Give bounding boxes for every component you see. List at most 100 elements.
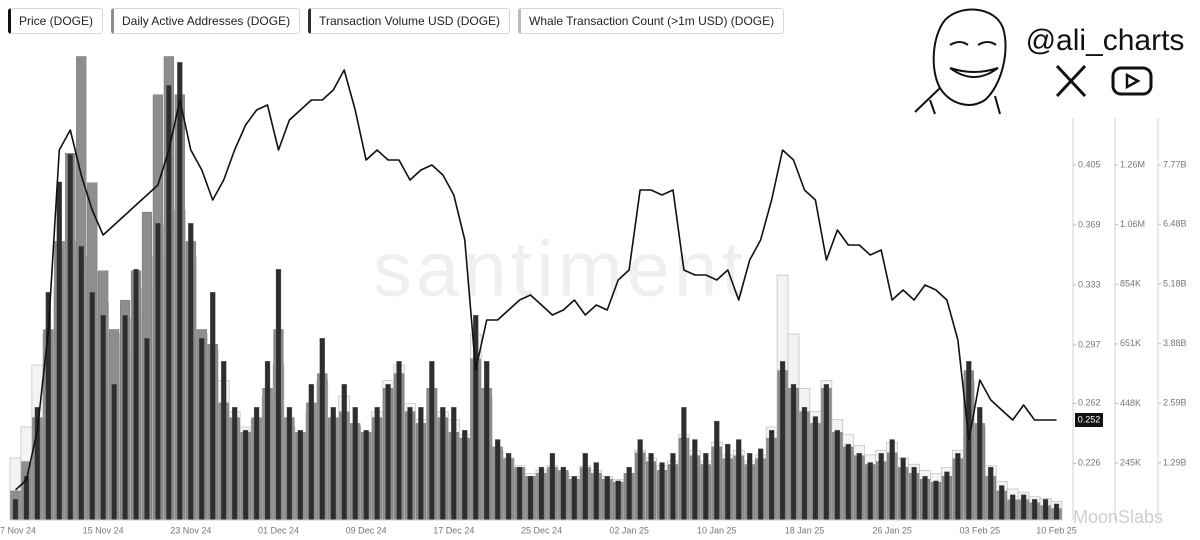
bar <box>418 407 424 521</box>
x-tick-label: 07 Nov 24 <box>0 525 36 535</box>
bar <box>714 420 720 521</box>
bar <box>582 453 588 521</box>
x-logo <box>1055 64 1087 98</box>
bar <box>659 462 665 521</box>
bar <box>407 407 413 521</box>
bar <box>999 485 1005 521</box>
bar <box>286 407 293 521</box>
bar <box>516 466 523 521</box>
y-tick-label: 0.405 <box>1078 159 1101 169</box>
legend-item[interactable]: Transaction Volume USD (DOGE) <box>308 8 511 34</box>
legend-item[interactable]: Daily Active Addresses (DOGE) <box>111 8 301 34</box>
y-tick-label: 1.29B <box>1163 457 1187 467</box>
bar <box>670 453 676 521</box>
bar <box>615 480 621 521</box>
x-tick-label: 10 Feb 25 <box>1036 525 1077 535</box>
y-tick-label: 1.26M <box>1120 159 1145 169</box>
legend-item[interactable]: Whale Transaction Count (>1m USD) (DOGE) <box>518 8 785 34</box>
bar <box>812 416 819 521</box>
bar <box>944 471 950 521</box>
last-value-box <box>1075 413 1103 427</box>
x-tick-label: 10 Jan 25 <box>697 525 737 535</box>
bar <box>692 439 698 521</box>
bar <box>221 361 227 521</box>
bar <box>856 453 862 521</box>
y-tick-label: 7.77B <box>1163 159 1187 169</box>
bar <box>440 407 446 521</box>
bar <box>1042 499 1049 521</box>
bar <box>878 453 884 521</box>
bar <box>725 443 731 521</box>
bar <box>648 453 654 521</box>
y-tick-label: 0.369 <box>1078 219 1101 229</box>
bar <box>703 453 709 521</box>
x-tick-label: 09 Dec 24 <box>346 525 387 535</box>
y-tick-label: 1.06M <box>1120 219 1145 229</box>
bar <box>144 338 150 521</box>
bar <box>1010 494 1016 521</box>
y-tick-label: 245K <box>1120 457 1141 467</box>
bar <box>484 361 490 521</box>
bar <box>429 361 435 521</box>
bar <box>560 466 567 521</box>
bar <box>330 407 336 521</box>
x-tick-label: 17 Dec 24 <box>433 525 474 535</box>
legend: Price (DOGE) Daily Active Addresses (DOGE… <box>8 8 785 34</box>
bar <box>396 361 402 521</box>
bar <box>23 476 30 521</box>
y-tick-label: 448K <box>1120 398 1141 408</box>
bar <box>604 476 610 521</box>
y-tick-label: 0.333 <box>1078 279 1101 289</box>
bar <box>78 246 84 521</box>
y-tick-label: 6.48B <box>1163 219 1187 229</box>
source-watermark: MoonSlabs <box>1073 507 1163 527</box>
y-tick-label: 3.88B <box>1163 338 1187 348</box>
youtube-logo <box>1111 66 1153 96</box>
credit: @ali_charts <box>1026 24 1185 57</box>
bar <box>232 407 238 521</box>
bar <box>889 439 895 521</box>
y-tick-label: 0.226 <box>1078 458 1101 468</box>
bar <box>900 457 906 521</box>
bar <box>845 443 851 521</box>
bar <box>736 439 742 521</box>
bar <box>681 407 687 521</box>
bar <box>1021 494 1027 521</box>
x-tick-label: 03 Feb 25 <box>960 525 1001 535</box>
y-tick-label: 2.59B <box>1163 398 1187 408</box>
bars <box>9 56 1063 521</box>
bar <box>495 439 501 521</box>
legend-item[interactable]: Price (DOGE) <box>8 8 104 34</box>
axes: 0.226 0.262 0.297 0.333 0.369 0.405 245K 448K 65… <box>0 115 1187 535</box>
bar <box>834 430 840 521</box>
bar <box>275 269 282 521</box>
x-tick-label: 25 Dec 24 <box>521 525 562 535</box>
bar <box>341 384 347 521</box>
bar <box>867 462 873 521</box>
bar <box>12 499 19 521</box>
bar <box>933 480 939 521</box>
bar <box>505 453 512 521</box>
bar <box>210 292 216 521</box>
bar <box>188 223 194 521</box>
bar <box>779 361 786 521</box>
bar <box>264 361 271 521</box>
x-tick-label: 15 Nov 24 <box>83 525 124 535</box>
bar <box>823 384 830 521</box>
bar <box>1053 503 1060 521</box>
bar <box>922 476 928 521</box>
bar <box>155 223 161 521</box>
bar <box>199 338 205 521</box>
y-tick-label: 0.262 <box>1078 398 1101 408</box>
bar <box>626 466 632 521</box>
bar <box>56 181 62 521</box>
bar <box>977 407 983 521</box>
x-tick-label: 01 Dec 24 <box>258 525 299 535</box>
last-value-label: 0.252 <box>1078 414 1101 424</box>
bar <box>549 453 556 521</box>
bar <box>133 269 139 521</box>
bar <box>67 154 73 521</box>
lines: 0.252 <box>14 69 1103 491</box>
